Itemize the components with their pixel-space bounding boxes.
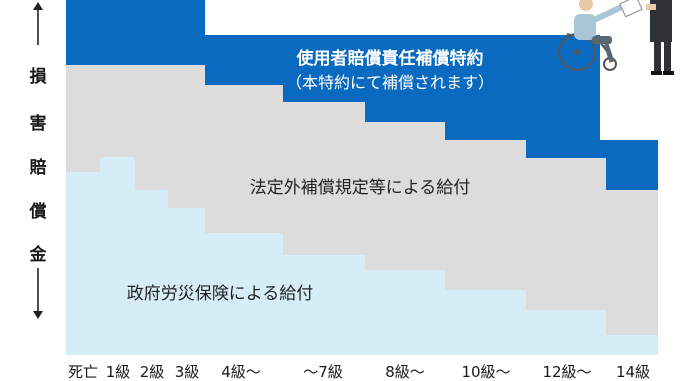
y-axis-arrow xyxy=(33,2,43,319)
y-axis-char-1: 損 xyxy=(30,66,48,87)
x-label-grade-1: 1級 xyxy=(106,363,131,381)
y-axis-char-4: 償 xyxy=(29,201,47,222)
x-label-grade-2: 2級 xyxy=(140,363,165,381)
government-insurance-label: 政府労災保険による給付 xyxy=(127,284,314,304)
title-mask xyxy=(205,0,465,12)
x-label-grade-14: 14級 xyxy=(616,363,650,381)
statutory-extra-area xyxy=(66,65,658,335)
y-axis-char-5: 金 xyxy=(29,244,48,265)
y-axis-char-3: 賠 xyxy=(30,157,47,178)
employer-liability-sublabel: （本特約にて補償されます） xyxy=(286,73,494,92)
x-label-grade-10: 10級～ xyxy=(461,363,510,381)
x-label-grade-12: 12級～ xyxy=(542,363,591,381)
x-label-grade-7: ～7級 xyxy=(303,363,343,381)
government-insurance-area xyxy=(66,157,658,355)
statutory-extra-label: 法定外補償規定等による給付 xyxy=(250,178,471,198)
x-label-death: 死亡 xyxy=(68,363,98,381)
x-axis-labels: 死亡 1級 2級 3級 4級～ ～7級 8級～ 10級～ 12級～ 14級 xyxy=(68,363,650,381)
employer-liability-label: 使用者賠償責任補償特約 xyxy=(296,48,484,69)
x-label-grade-3: 3級 xyxy=(175,363,200,381)
wheelchair-handover-icon xyxy=(558,0,674,75)
x-label-grade-8: 8級～ xyxy=(385,363,425,381)
y-axis-char-2: 害 xyxy=(30,113,47,134)
employer-liability-area xyxy=(66,0,658,190)
x-label-grade-4: 4級～ xyxy=(221,363,261,381)
